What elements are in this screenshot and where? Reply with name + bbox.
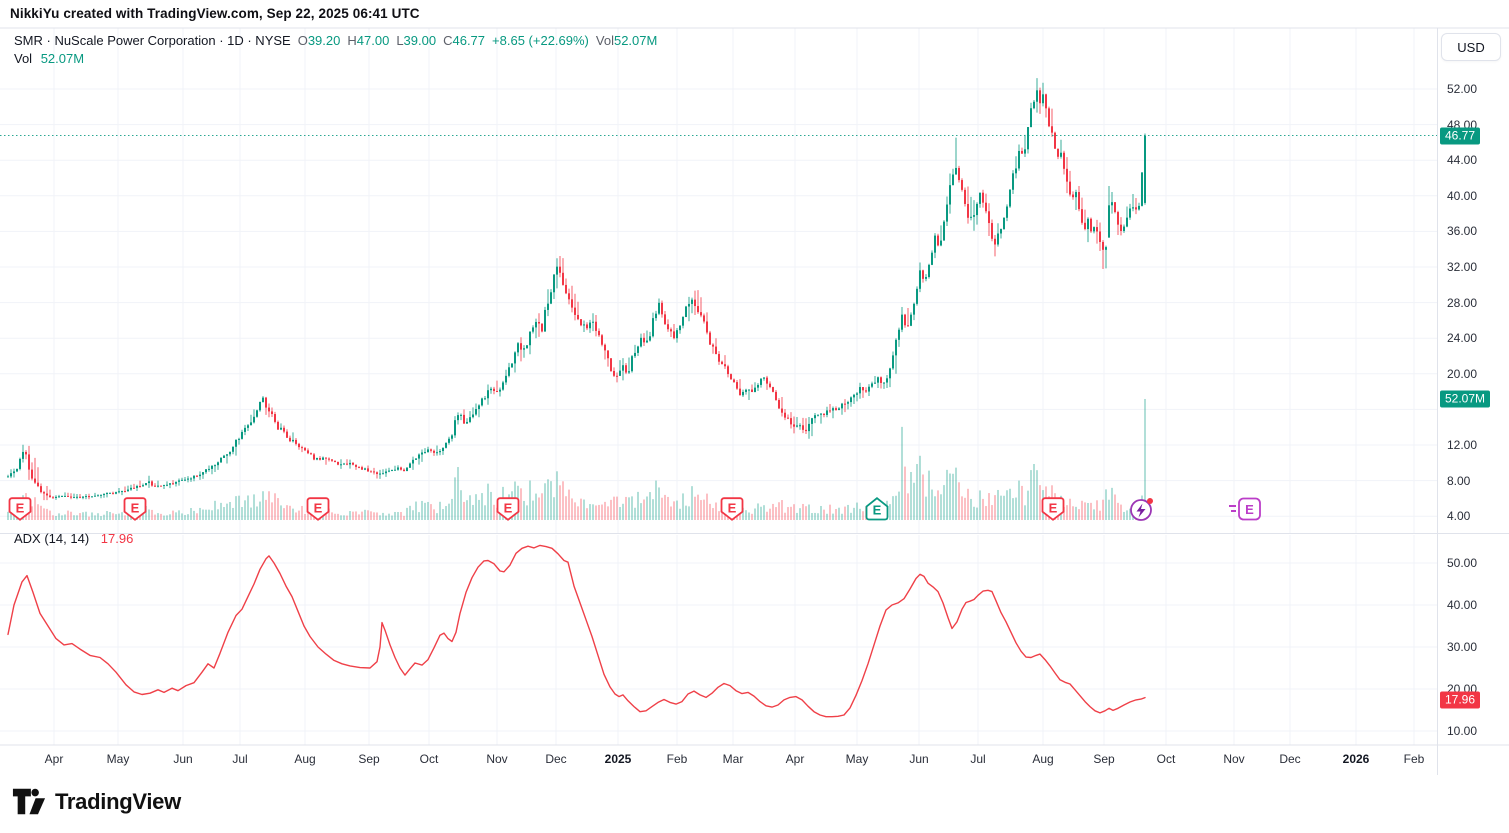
currency-button[interactable]: USD xyxy=(1441,33,1501,61)
time-axis-label: Aug xyxy=(294,752,316,766)
time-axis-label: Dec xyxy=(1279,752,1301,766)
legend-vol-label: Vol xyxy=(595,33,614,48)
time-axis-label: Jul xyxy=(970,752,986,766)
adx-line xyxy=(7,544,1146,718)
price-axis-label: 20.00 xyxy=(1447,366,1478,381)
adx-axis-label: 30.00 xyxy=(1447,640,1478,654)
tradingview-watermark[interactable]: TradingView xyxy=(12,787,181,817)
time-axis-label: Oct xyxy=(419,752,439,766)
adx-axis-label: 40.00 xyxy=(1447,598,1478,612)
price-axis-label: 24.00 xyxy=(1447,331,1478,346)
svg-text:E: E xyxy=(504,501,513,516)
time-axis-label: Jun xyxy=(173,752,193,766)
time-axis-label: 2026 xyxy=(1342,752,1370,766)
svg-text:E: E xyxy=(314,501,323,516)
svg-text:E: E xyxy=(1049,501,1058,516)
time-axis-label: Apr xyxy=(44,752,64,766)
time-axis-label: 2025 xyxy=(604,752,632,766)
svg-text:E: E xyxy=(728,501,737,516)
ohlc-value: 47.00 xyxy=(356,33,390,48)
volume-legend[interactable]: Vol 52.07M xyxy=(14,51,84,66)
ohlc-value: 39.00 xyxy=(403,33,437,48)
time-axis-label: Jul xyxy=(232,752,248,766)
adx-axis-label: 10.00 xyxy=(1447,724,1478,738)
adx-axis-label: 50.00 xyxy=(1447,556,1478,570)
price-axis-label: 4.00 xyxy=(1447,509,1471,524)
volume-series xyxy=(7,398,1146,520)
ohlc-value: 39.20 xyxy=(307,33,341,48)
time-axis-label: Aug xyxy=(1032,752,1054,766)
svg-text:E: E xyxy=(16,501,25,516)
time-axis-label: Oct xyxy=(1156,752,1176,766)
earnings-badge[interactable]: E xyxy=(123,497,147,526)
candlestick-series xyxy=(7,78,1146,501)
adx-value-badge: 17.96 xyxy=(1440,691,1481,709)
price-axis-label: 28.00 xyxy=(1447,295,1478,310)
ohlc-label: L xyxy=(396,33,404,48)
volume-badge: 52.07M xyxy=(1440,390,1491,408)
earnings-badge[interactable]: E xyxy=(1041,497,1065,526)
earnings-badge[interactable]: E xyxy=(865,497,889,526)
symbol-title: SMR · NuScale Power Corporation · 1D · N… xyxy=(14,33,291,48)
price-axis-label: 8.00 xyxy=(1447,473,1471,488)
pane-separators xyxy=(0,27,1509,775)
time-axis-label: Nov xyxy=(486,752,508,766)
price-axis-label: 32.00 xyxy=(1447,260,1478,274)
ohlc-label: O xyxy=(297,33,308,48)
ohlc-readout: O39.20 H47.00 L39.00 C46.77 +8.65 (+22.69%) V… xyxy=(291,33,658,48)
adx-indicator-legend[interactable]: ADX (14, 14) 17.96 xyxy=(14,531,133,546)
time-axis-label: Mar xyxy=(722,752,744,766)
svg-text:E: E xyxy=(873,503,882,518)
tradingview-logo-text: TradingView xyxy=(55,789,181,814)
flash-news-icon[interactable] xyxy=(1128,496,1155,528)
price-axis-label: 44.00 xyxy=(1447,153,1478,168)
svg-text:E: E xyxy=(1245,502,1254,517)
time-axis-label: Sep xyxy=(1093,752,1115,766)
adx-indicator-name: ADX (14, 14) xyxy=(14,531,90,546)
tradingview-logo-icon xyxy=(12,788,46,815)
time-axis-label: Apr xyxy=(785,752,805,766)
ohlc-value: 46.77 xyxy=(452,33,486,48)
time-axis-label: Feb xyxy=(1403,752,1425,766)
change-value: +8.65 (+22.69%) xyxy=(492,33,589,48)
earnings-badge[interactable]: E xyxy=(496,497,520,526)
earnings-badge[interactable]: E xyxy=(306,497,330,526)
symbol-legend[interactable]: SMR · NuScale Power Corporation · 1D · N… xyxy=(14,33,657,48)
time-axis-label: Nov xyxy=(1223,752,1245,766)
earnings-badge[interactable]: E xyxy=(8,497,32,526)
time-axis-label: May xyxy=(845,752,869,766)
time-axis-label: May xyxy=(106,752,130,766)
upcoming-earnings-badge[interactable]: E xyxy=(1228,497,1262,526)
time-axis-label: Dec xyxy=(545,752,567,766)
legend-vol-value: 52.07M xyxy=(613,33,658,48)
volume-label: Vol xyxy=(14,51,33,66)
last-price-badge: 46.77 xyxy=(1440,127,1481,144)
grid-lines xyxy=(0,28,1437,745)
ohlc-label: C xyxy=(443,33,453,48)
volume-value: 52.07M xyxy=(40,51,85,66)
price-axis-label: 40.00 xyxy=(1447,188,1478,203)
time-axis-label: Jun xyxy=(909,752,929,766)
earnings-badge[interactable]: E xyxy=(720,497,744,526)
ohlc-label: H xyxy=(347,33,357,48)
svg-text:E: E xyxy=(131,501,140,516)
price-axis-label: 36.00 xyxy=(1447,224,1478,239)
price-axis-label: 12.00 xyxy=(1447,438,1478,452)
attribution-header: NikkiYu created with TradingView.com, Se… xyxy=(10,6,420,21)
price-axis-label: 52.00 xyxy=(1447,82,1478,96)
time-axis-label: Sep xyxy=(358,752,380,766)
time-axis-label: Feb xyxy=(666,752,688,766)
adx-indicator-value: 17.96 xyxy=(100,531,134,546)
